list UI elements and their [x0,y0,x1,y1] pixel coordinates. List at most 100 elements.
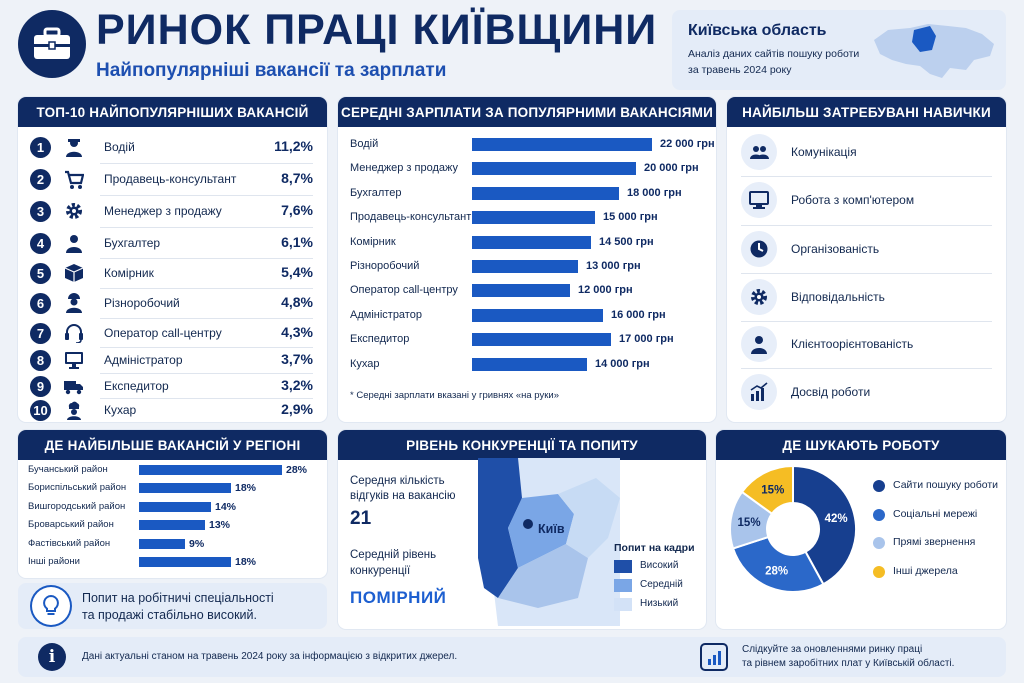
legend-swatch [614,579,632,592]
chart-icon [700,643,728,671]
district-value: 18% [235,482,257,495]
row-divider [741,176,992,177]
lightbulb-icon [32,587,70,625]
driver-icon [64,137,84,157]
legend-label: Середній [640,579,683,590]
donut-chart: 42% 28% 15% 15% [729,464,857,593]
skill-label: Організованість [791,242,880,256]
chart-icon [741,374,777,410]
computer-icon [741,182,777,218]
row-divider [741,368,992,369]
rank-badge: 4 [30,233,51,254]
search-source-label: Соціальні мережі [893,507,978,520]
salary-bar [472,211,595,225]
salary-bar [472,308,603,322]
salary-bar [472,357,587,371]
row-divider [100,288,313,289]
salaries-card: СЕРЕДНІ ЗАРПЛАТИ ЗА ПОПУЛЯРНИМИ ВАКАНСІЯ… [338,97,716,422]
info-icon: i [38,643,66,671]
row-divider [100,227,313,228]
slice-label: 15% [761,484,784,496]
rank-badge: 2 [30,169,51,190]
skill-label: Відповідальність [791,290,885,304]
rank-badge: 5 [30,263,51,284]
vacancy-label: Різноробочий [104,296,180,310]
salary-value: 20 000 грн [644,162,699,175]
donut-slice [731,535,825,593]
salary-category: Менеджер з продажу [350,162,458,175]
briefcase-icon [34,27,70,59]
salary-value: 16 000 грн [611,308,666,321]
vacancy-label: Продавець-консультант [104,172,237,186]
slice-label: 28% [765,565,788,577]
district-bar [139,483,231,494]
gear-icon [741,279,777,315]
salary-category: Продавець-консультант [350,211,472,224]
donut-slice [792,464,857,586]
rank-badge: 10 [30,400,51,421]
district-label: Вишгородський район [28,500,126,512]
legend-dot [873,480,885,492]
legend-dot [873,565,885,578]
row-divider [741,273,992,274]
legend-swatch [614,560,632,573]
ukraine-map-icon [874,24,994,78]
salary-value: 17 000 грн [619,333,674,346]
district-bar [139,501,211,512]
rank-badge: 7 [30,323,51,344]
city-label: Київ [538,522,565,536]
salary-value: 22 000 грн [660,138,715,150]
search-source-label: Сайти пошуку роботи [893,479,999,491]
salary-bar [472,333,611,347]
salary-value: 14 000 грн [595,357,650,370]
legend-dot [873,537,885,549]
responses-label-1: Середня кількість [350,475,445,487]
district-label: Бучанський район [28,464,108,475]
salary-category: Експедитор [350,333,410,346]
competition-title: РІВЕНЬ КОНКУРЕНЦІЇ ТА ПОПИТУ [338,430,706,460]
skill-label: Комунікація [791,145,857,159]
footer-follow-2: та рівнем заробітних плат у Київській об… [742,658,955,669]
rank-badge: 9 [30,376,51,397]
salary-category: Кухар [350,357,380,370]
row-divider [100,195,313,196]
people-icon [741,134,777,170]
row-divider [100,258,313,259]
salary-value: 12 000 грн [578,284,633,297]
salaries-title: СЕРЕДНІ ЗАРПЛАТИ ЗА ПОПУЛЯРНИМИ ВАКАНСІЯ… [338,97,716,127]
footer-follow-1: Слідкуйте за оновленнями ринку праці [742,644,923,655]
legend-dot [873,508,885,521]
salary-category: Адміністратор [350,308,422,321]
salary-bar [472,186,619,200]
footer-info-text: Дані актуальні станом на травень 2024 ро… [82,651,458,662]
gear-icon [64,201,84,221]
slice-label: 15% [738,517,761,529]
salary-value: 14 500 грн [599,235,654,248]
search-source-label: Прямі звернення [893,536,976,548]
clock-icon [741,231,777,267]
salary-bar [472,235,591,249]
person-icon [741,326,777,362]
vacancy-share: 6,1% [281,234,313,250]
row-divider [741,321,992,322]
district-value: 9% [189,537,205,550]
salary-bar [472,162,636,176]
vacancy-share: 5,4% [281,264,313,280]
district-bar [139,465,282,475]
district-bar [139,520,205,531]
district-value: 18% [235,556,257,568]
district-label: Бориспільський район [28,482,127,494]
vacancy-label: Водій [104,140,135,154]
vacancy-share: 2,9% [281,401,313,417]
legend-label: Високий [640,560,679,571]
row-divider [100,347,313,348]
rank-badge: 1 [30,137,51,158]
headset-icon [64,323,84,343]
competition-card: РІВЕНЬ КОНКУРЕНЦІЇ ТА ПОПИТУ Середня кіл… [338,430,706,629]
skill-label: Досвід роботи [791,385,871,399]
cart-icon [64,169,84,189]
page-subtitle: Найпопулярніші вакансії та зарплати [96,60,447,81]
skill-label: Клієнтоорієнтованість [791,337,914,351]
skill-label: Робота з комп'ютером [791,193,915,207]
salary-category: Водій [350,138,379,150]
